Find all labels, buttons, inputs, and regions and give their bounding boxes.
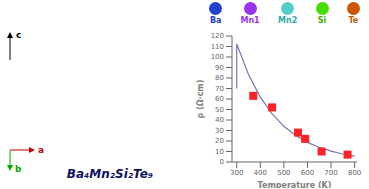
svg-text:b: b (15, 164, 22, 174)
svg-text:400: 400 (254, 169, 267, 177)
svg-text:0: 0 (220, 158, 224, 166)
svg-text:80: 80 (215, 74, 224, 82)
svg-text:70: 70 (215, 85, 224, 93)
svg-text:10: 10 (215, 148, 224, 156)
svg-text:Ba₄Mn₂Si₂Te₉: Ba₄Mn₂Si₂Te₉ (67, 167, 153, 181)
svg-text:30: 30 (215, 127, 224, 135)
svg-text:ρ (Ω·cm): ρ (Ω·cm) (196, 80, 205, 119)
svg-text:90: 90 (215, 64, 224, 72)
svg-text:a: a (38, 145, 44, 155)
svg-text:800: 800 (348, 169, 361, 177)
svg-text:c: c (16, 30, 21, 40)
svg-text:Temperature (K): Temperature (K) (258, 181, 332, 188)
html-text:Ba: Ba (209, 16, 222, 25)
html-text:Mn2: Mn2 (278, 16, 298, 25)
svg-text:120: 120 (211, 32, 224, 40)
svg-text:600: 600 (301, 169, 314, 177)
svg-text:50: 50 (215, 106, 224, 114)
svg-text:100: 100 (211, 53, 224, 61)
html-text:Si: Si (317, 16, 327, 25)
svg-text:700: 700 (324, 169, 337, 177)
svg-text:40: 40 (215, 116, 224, 124)
svg-text:20: 20 (215, 137, 224, 145)
html-text:Mn1: Mn1 (240, 16, 260, 25)
svg-text:110: 110 (211, 43, 224, 51)
svg-text:500: 500 (277, 169, 290, 177)
html-text:Te: Te (348, 16, 359, 25)
svg-text:60: 60 (215, 95, 224, 103)
svg-text:300: 300 (230, 169, 243, 177)
